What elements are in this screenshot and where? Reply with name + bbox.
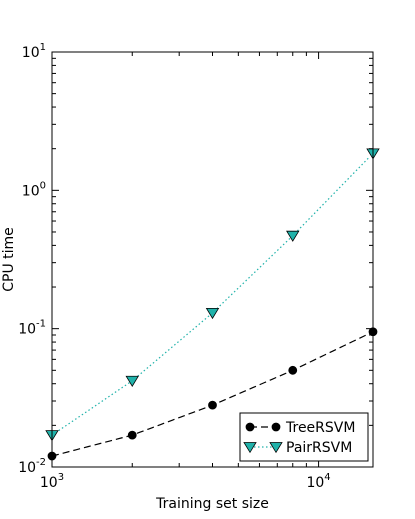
legend-marker (271, 422, 281, 432)
plot-frame (51, 51, 374, 468)
legend-box (239, 412, 369, 462)
series-line (51, 157, 370, 436)
legend-marker (243, 442, 257, 454)
data-point (205, 308, 220, 320)
data-point (127, 430, 137, 440)
y-tick-label: 101 (22, 42, 46, 61)
legend-label: PairRSVM (286, 440, 352, 456)
data-point (125, 375, 139, 387)
legend-label: TreeRSVM (285, 420, 355, 436)
legend-marker (245, 422, 255, 432)
data-point (286, 230, 300, 242)
x-tick-label: 104 (306, 472, 330, 491)
y-axis-label: CPU time (1, 227, 17, 292)
legend-marker (269, 442, 283, 454)
data-point (288, 365, 298, 375)
series-pairrsvm (45, 148, 380, 442)
x-axis-label: Training set size (155, 496, 269, 512)
legend: TreeRSVM PairRSVM (239, 412, 369, 462)
ticks-layer: 10-2 10-1 100 101 103 104 (18, 42, 373, 491)
data-point (208, 400, 217, 410)
y-tick-label: 100 (22, 180, 46, 199)
y-tick-label: 10-1 (18, 319, 46, 338)
x-tick-label: 103 (40, 472, 64, 491)
y-tick-label: 10-2 (18, 457, 46, 476)
